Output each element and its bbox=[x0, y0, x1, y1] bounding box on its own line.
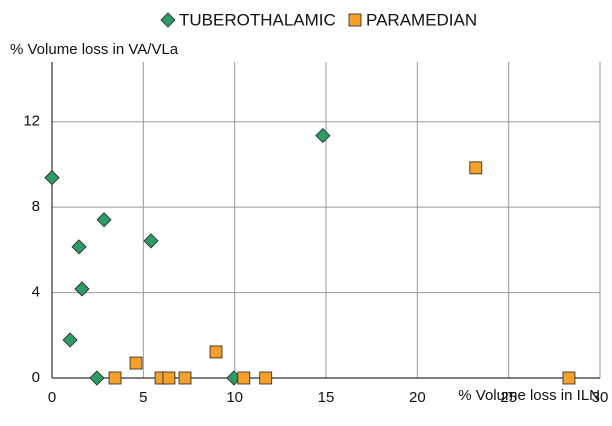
point bbox=[237, 371, 251, 385]
point bbox=[44, 170, 60, 186]
point bbox=[469, 161, 483, 175]
x-tick-label: 20 bbox=[409, 389, 426, 406]
point bbox=[129, 356, 143, 370]
x-axis-label: % Volume loss in ILN bbox=[458, 387, 600, 404]
x-tick-label: 10 bbox=[226, 389, 243, 406]
x-tick-label: 0 bbox=[48, 389, 56, 406]
x-tick-label: 25 bbox=[500, 389, 517, 406]
point bbox=[89, 370, 105, 386]
point bbox=[143, 233, 159, 249]
legend-label: PARAMEDIAN bbox=[366, 10, 477, 29]
point bbox=[74, 281, 90, 297]
point bbox=[209, 345, 223, 359]
y-tick-label: 0 bbox=[32, 369, 40, 386]
point bbox=[62, 332, 78, 348]
x-tick-label: 15 bbox=[318, 389, 335, 406]
point bbox=[562, 371, 576, 385]
point bbox=[315, 128, 331, 144]
legend-marker bbox=[160, 12, 176, 28]
point bbox=[162, 371, 176, 385]
legend-marker bbox=[348, 13, 362, 27]
point bbox=[71, 239, 87, 255]
y-tick-label: 12 bbox=[23, 113, 40, 130]
y-tick-label: 8 bbox=[32, 198, 40, 215]
y-axis-label: % Volume loss in VA/VLa bbox=[10, 41, 179, 58]
x-tick-label: 5 bbox=[139, 389, 147, 406]
point bbox=[259, 371, 273, 385]
x-tick-label: 30 bbox=[592, 389, 609, 406]
point bbox=[108, 371, 122, 385]
point bbox=[178, 371, 192, 385]
legend-label: TUBEROTHALAMIC bbox=[179, 10, 336, 29]
point bbox=[96, 212, 112, 228]
y-tick-label: 4 bbox=[32, 284, 40, 301]
